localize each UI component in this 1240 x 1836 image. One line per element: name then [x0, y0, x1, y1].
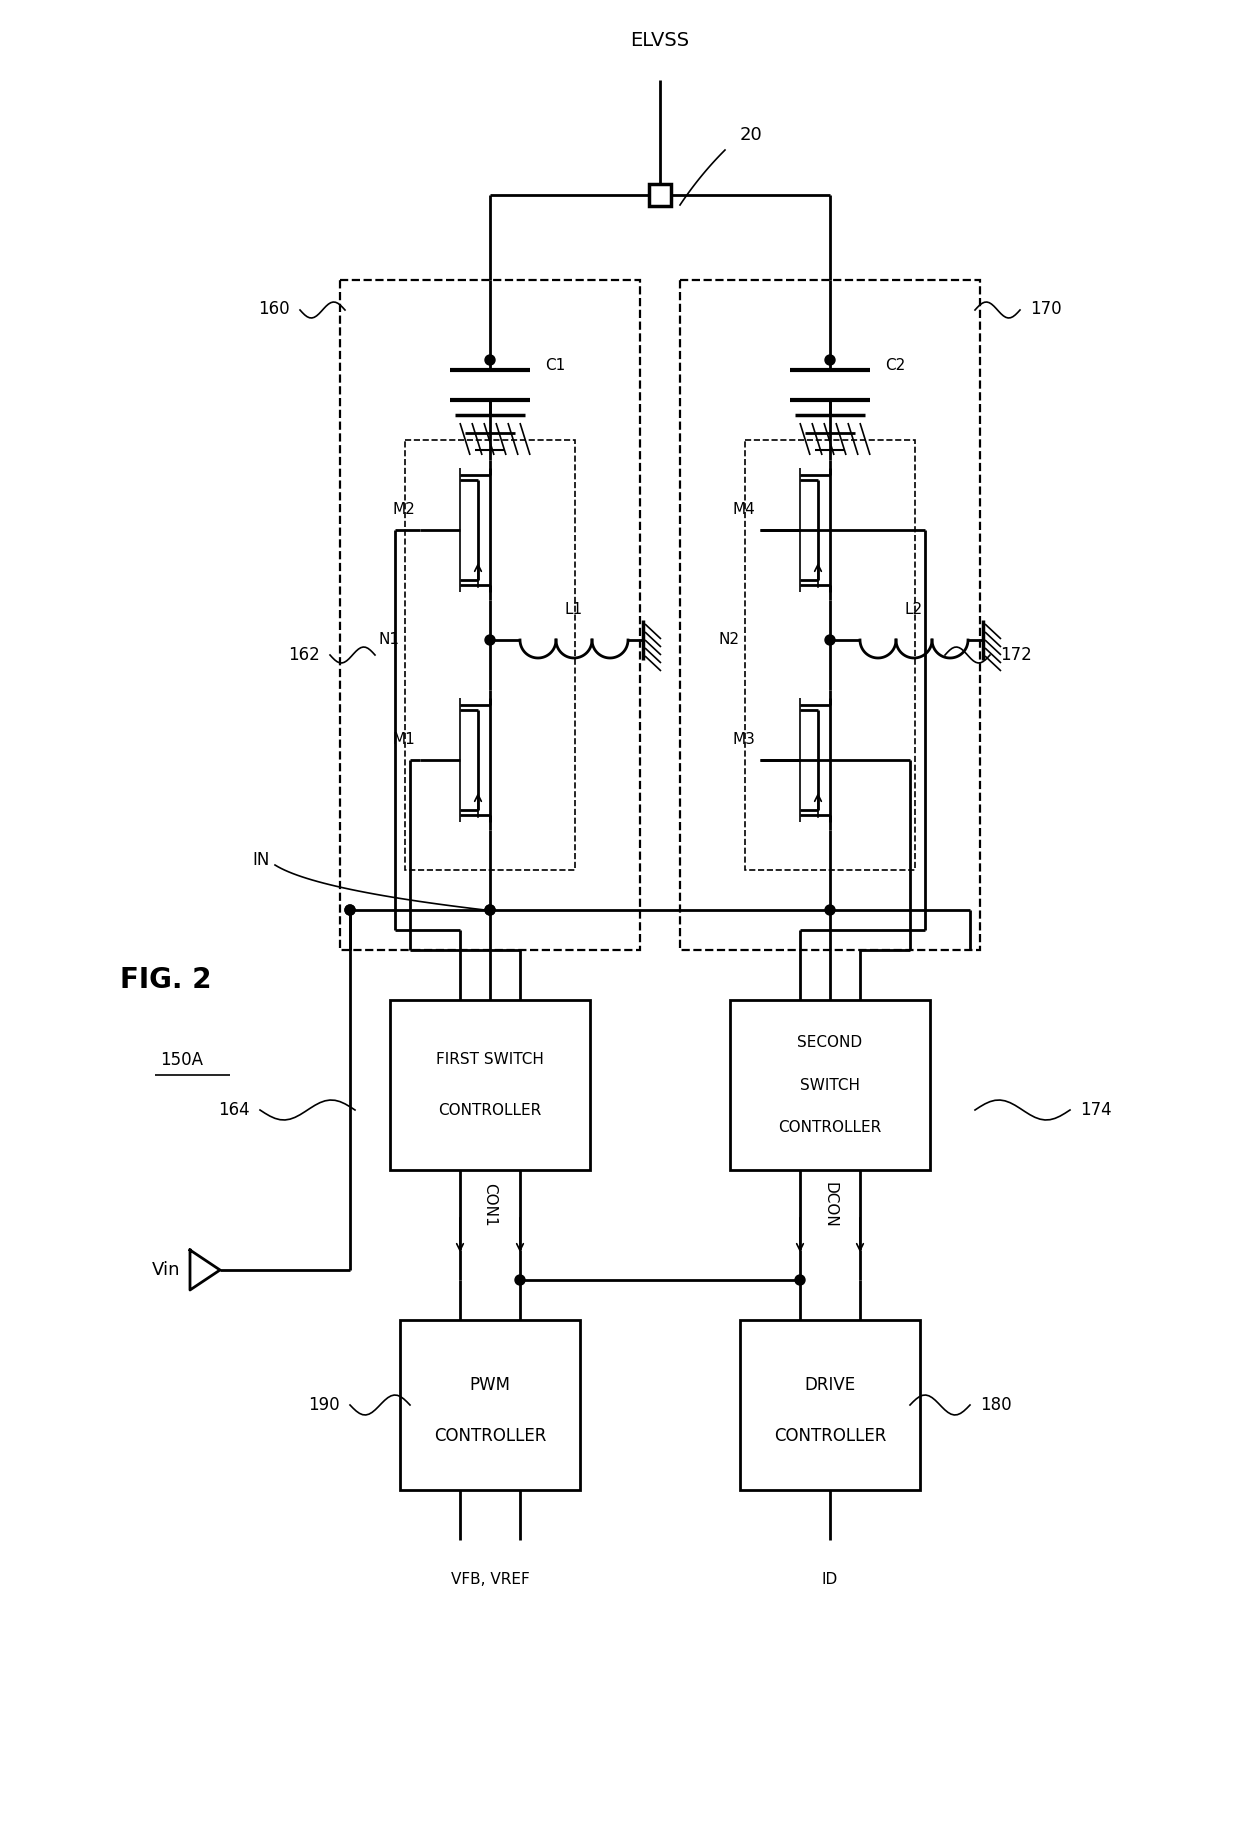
Text: 172: 172: [999, 646, 1032, 665]
Text: FIRST SWITCH: FIRST SWITCH: [436, 1052, 544, 1067]
Text: 20: 20: [740, 127, 763, 143]
Text: M4: M4: [733, 503, 755, 518]
Text: IN: IN: [253, 852, 270, 868]
Bar: [745, 441, 915, 870]
Text: VFB, VREF: VFB, VREF: [450, 1572, 529, 1588]
Text: 150A: 150A: [160, 1050, 203, 1069]
Bar: [401, 1320, 580, 1491]
Circle shape: [825, 635, 835, 644]
Bar: [649, 184, 671, 206]
Text: 174: 174: [1080, 1102, 1111, 1118]
Text: DRIVE: DRIVE: [805, 1375, 856, 1394]
Text: L2: L2: [905, 602, 923, 617]
Text: ID: ID: [822, 1572, 838, 1588]
Text: N2: N2: [719, 632, 740, 648]
Text: C1: C1: [546, 358, 565, 373]
Bar: [405, 441, 575, 870]
Text: ELVSS: ELVSS: [630, 31, 689, 50]
Circle shape: [345, 905, 355, 914]
Text: 190: 190: [309, 1395, 340, 1414]
Text: M3: M3: [732, 733, 755, 747]
Text: DCON: DCON: [822, 1182, 837, 1228]
Bar: [680, 281, 980, 949]
Circle shape: [485, 905, 495, 914]
Text: 180: 180: [980, 1395, 1012, 1414]
Text: SWITCH: SWITCH: [800, 1078, 861, 1092]
Bar: [391, 1001, 590, 1170]
Circle shape: [485, 905, 495, 914]
Text: C2: C2: [885, 358, 905, 373]
Circle shape: [515, 1274, 525, 1285]
Circle shape: [825, 354, 835, 365]
Text: 170: 170: [1030, 299, 1061, 318]
Text: CONTROLLER: CONTROLLER: [779, 1120, 882, 1135]
Text: 162: 162: [288, 646, 320, 665]
Circle shape: [485, 635, 495, 644]
Text: CONTROLLER: CONTROLLER: [774, 1427, 887, 1445]
Text: N1: N1: [379, 632, 401, 648]
Text: 160: 160: [258, 299, 290, 318]
Text: Vin: Vin: [151, 1261, 180, 1280]
Bar: [740, 1320, 920, 1491]
Circle shape: [345, 905, 355, 914]
Text: FIG. 2: FIG. 2: [120, 966, 212, 993]
Bar: [730, 1001, 930, 1170]
Text: 164: 164: [218, 1102, 250, 1118]
Circle shape: [795, 1274, 805, 1285]
Text: CONTROLLER: CONTROLLER: [434, 1427, 546, 1445]
Text: PWM: PWM: [470, 1375, 511, 1394]
Text: CON1: CON1: [482, 1182, 497, 1226]
Text: SECOND: SECOND: [797, 1036, 863, 1050]
Text: L1: L1: [565, 602, 583, 617]
Bar: [340, 281, 640, 949]
Text: M1: M1: [392, 733, 415, 747]
Text: CONTROLLER: CONTROLLER: [439, 1103, 542, 1118]
Circle shape: [825, 905, 835, 914]
Circle shape: [485, 354, 495, 365]
Text: M2: M2: [392, 503, 415, 518]
